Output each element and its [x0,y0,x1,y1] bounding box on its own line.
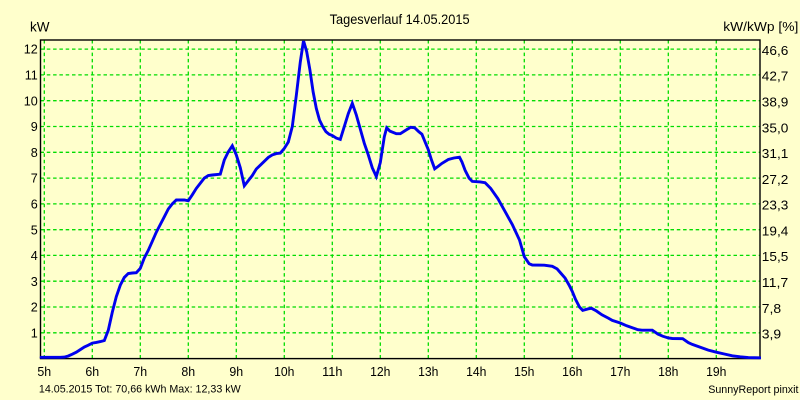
svg-text:12: 12 [24,43,38,57]
svg-text:5h: 5h [37,364,51,379]
svg-text:14.05.2015 Tot: 70,66 kWh Max:: 14.05.2015 Tot: 70,66 kWh Max: 12,33 kW [39,383,242,395]
svg-text:9: 9 [31,120,38,134]
svg-text:13h: 13h [418,364,438,379]
svg-text:10: 10 [24,94,38,108]
svg-text:Tagesverlauf 14.05.2015: Tagesverlauf 14.05.2015 [330,12,470,27]
svg-text:4: 4 [31,249,38,263]
svg-text:42,7: 42,7 [762,70,789,84]
svg-text:7: 7 [31,172,38,186]
svg-text:8h: 8h [181,364,195,379]
svg-text:10h: 10h [274,364,294,379]
svg-text:2: 2 [31,301,38,315]
svg-text:15h: 15h [514,364,534,379]
svg-text:31,1: 31,1 [762,147,789,161]
svg-text:6h: 6h [85,364,99,379]
svg-text:kW: kW [30,19,50,34]
svg-text:11,7: 11,7 [762,276,789,290]
svg-text:1: 1 [31,326,38,340]
svg-text:7,8: 7,8 [762,302,781,316]
svg-text:7h: 7h [133,364,147,379]
svg-text:38,9: 38,9 [762,96,789,110]
svg-text:35,0: 35,0 [762,121,789,135]
svg-text:kW/kWp [%]: kW/kWp [%] [723,19,798,34]
svg-text:16h: 16h [562,364,582,379]
svg-text:11h: 11h [322,364,342,379]
svg-text:15,5: 15,5 [762,250,789,264]
svg-text:19h: 19h [706,364,726,379]
svg-text:8: 8 [31,146,38,160]
svg-text:12h: 12h [370,364,390,379]
svg-text:46,6: 46,6 [762,44,789,58]
svg-text:18h: 18h [658,364,678,379]
svg-text:27,2: 27,2 [762,173,789,187]
svg-text:6: 6 [31,198,38,212]
svg-text:23,3: 23,3 [762,199,789,213]
svg-text:3,9: 3,9 [762,328,781,342]
svg-text:3: 3 [31,275,38,289]
svg-text:SunnyReport pinxit: SunnyReport pinxit [708,384,798,396]
svg-text:17h: 17h [610,364,630,379]
svg-text:14h: 14h [466,364,486,379]
svg-text:19,4: 19,4 [762,225,789,239]
svg-text:9h: 9h [229,364,243,379]
svg-text:11: 11 [25,69,38,83]
svg-text:5: 5 [31,223,38,237]
